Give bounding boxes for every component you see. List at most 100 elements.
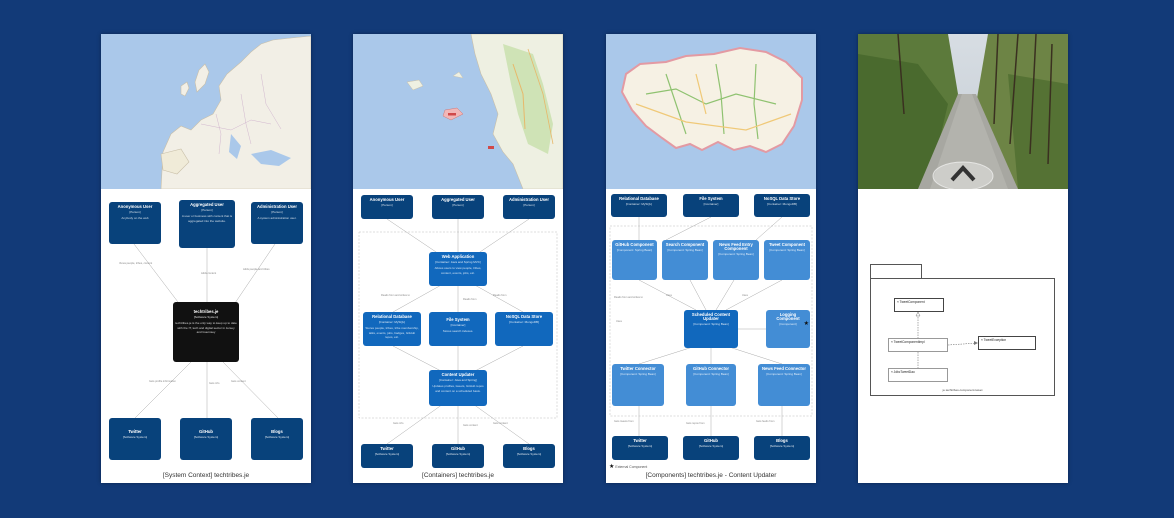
box-title: Twitter [380,446,394,451]
system-techtribes[interactable]: techtribes.je [Software System] techtrib… [173,302,239,362]
box-type: [Container: MySQL] [378,320,406,325]
box-title: NoSQL Data Store [763,196,801,201]
container-relational-database[interactable]: Relational Database [Container: MySQL] [611,194,667,217]
component-logging[interactable]: Logging Component [Component] ★ [766,310,810,348]
box-title: Relational Database [619,196,659,201]
component-news-feed-entry[interactable]: News Feed Entry Component [Component: Sp… [713,240,759,280]
system-twitter[interactable]: Twitter [Software System] [109,418,161,460]
box-type: [Component: Spring Bean] [693,372,729,377]
person-anonymous-user[interactable]: Anonymous User [Person] Anybody on the w… [109,202,161,244]
box-title: Blogs [776,438,788,443]
slide-caption: [Containers] techtribes.je [422,472,494,479]
box-type: [Software System] [374,452,400,457]
box-type: [Component: Spring Bean] [620,372,656,377]
svg-text:Gets info: Gets info [209,381,220,385]
legend-star-icon: ★ [609,464,615,470]
box-title: techtribes.je [193,309,219,314]
box-title: Web Application [441,254,475,259]
container-file-system[interactable]: File System [Container] [683,194,739,217]
box-desc: A user or business with content that is … [181,214,233,223]
person-administration-user[interactable]: Administration User [Person] [503,195,555,219]
box-title: News Feed Connector [762,366,806,371]
package-tab [870,264,922,278]
box-title: Twitter [128,429,142,434]
component-scheduled-content-updater[interactable]: Scheduled Content Updater [Component: Sp… [684,310,738,348]
system-blogs[interactable]: Blogs [Software System] [503,444,555,468]
legend: ★ External Component [609,463,647,470]
svg-text:Gets feeds from: Gets feeds from [756,419,774,423]
box-type: [Software System] [193,315,219,320]
box-title: GitHub [451,446,465,451]
slide-components[interactable]: Reads from and writes to Uses Uses Uses … [606,34,816,483]
box-type: [Software System] [516,452,542,457]
box-title: Blogs [523,446,535,451]
svg-text:Gets content: Gets content [493,421,508,425]
box-desc: Stores search indexes. [442,329,474,334]
person-anonymous-user[interactable]: Anonymous User [Person] [361,195,413,219]
box-title: Twitter [633,438,647,443]
uml-class-tweet-component-impl[interactable]: « TweetComponentImpl [888,338,948,352]
component-news-feed-connector[interactable]: News Feed Connector [Component: Spring B… [758,364,810,406]
box-type: [Person] [452,203,464,208]
map-channel-islands [353,34,563,189]
slide-code[interactable]: « TweetComponent « TweetComponentImpl « … [858,34,1068,483]
system-github[interactable]: GitHub [Software System] [180,418,232,460]
component-twitter-connector[interactable]: Twitter Connector [Component: Spring Bea… [612,364,664,406]
system-twitter[interactable]: Twitter [Software System] [612,436,668,460]
street-view-photo [858,34,1068,189]
box-desc: techtribes.je is the only way to keep up… [175,321,237,334]
uml-class-tweet-exception[interactable]: « TweetException [978,336,1036,350]
slide-caption: [System Context] techtribes.je [162,472,250,479]
svg-text:Reads from and writes to: Reads from and writes to [381,293,410,297]
map-europe [101,34,311,189]
container-file-system[interactable]: File System [Container] Stores search in… [429,312,487,346]
person-aggregated-user[interactable]: Aggregated User [Person] [432,195,484,219]
slide-caption: [Components] techtribes.je - Content Upd… [645,472,777,479]
system-github[interactable]: GitHub [Software System] [683,436,739,460]
container-content-updater[interactable]: Content Updater [Container: Java and Spr… [429,370,487,406]
uml-class-label: « TweetComponent [897,300,925,304]
component-github-connector[interactable]: GitHub Connector [Component: Spring Bean… [686,364,736,406]
box-title: News Feed Entry Component [719,242,753,252]
box-title: File System [446,317,470,322]
box-desc: Updates profiles, tweets, GitHub repos a… [432,384,484,393]
container-nosql-data-store[interactable]: NoSQL Data Store [Container: MongoDB] [495,312,553,346]
uml-class-label: « TweetComponentImpl [891,340,925,344]
slide-containers[interactable]: Reads from and writes to Reads from Read… [353,34,563,483]
svg-text:Adds content: Adds content [201,271,216,275]
person-aggregated-user[interactable]: Aggregated User [Person] A user or busin… [179,200,235,248]
box-title: Twitter Connector [620,366,656,371]
box-title: Search Component [665,242,705,247]
uml-class-tweet-component[interactable]: « TweetComponent [894,298,944,312]
svg-text:Uses: Uses [616,319,623,323]
box-type: [Component: Spring Bean] [667,248,703,253]
component-search[interactable]: Search Component [Component: Spring Bean… [662,240,708,280]
box-type: [Component: Spring Bean] [769,248,805,253]
component-github[interactable]: GitHub Component [Component: Spring Bean… [612,240,657,280]
box-type: [Component: Spring Bean] [766,372,802,377]
container-relational-database[interactable]: Relational Database [Container: MySQL] S… [363,312,421,346]
external-star-icon: ★ [803,321,809,327]
component-tweet[interactable]: Tweet Component [Component: Spring Bean] [764,240,810,280]
box-title: Aggregated User [190,202,224,207]
uml-class-jdbc-tweet-dao[interactable]: « JdbcTweetDao [888,368,948,382]
box-title: Anonymous User [117,204,153,209]
system-github[interactable]: GitHub [Software System] [432,444,484,468]
box-title: Aggregated User [441,197,475,202]
box-type: [Person] [129,210,141,215]
slide-system-context[interactable]: Views people, tribes, content Adds conte… [101,34,311,483]
svg-text:Views people, tribes, content: Views people, tribes, content [119,261,152,265]
system-twitter[interactable]: Twitter [Software System] [361,444,413,468]
box-desc: Allows users to view people, tribes, con… [434,266,482,275]
container-web-application[interactable]: Web Application [Container: Java and Spr… [429,252,487,286]
system-blogs[interactable]: Blogs [Software System] [251,418,303,460]
box-title: GitHub [199,429,213,434]
box-title: GitHub [704,438,718,443]
system-blogs[interactable]: Blogs [Software System] [754,436,810,460]
box-type: [Software System] [193,435,219,440]
box-type: [Container: Java and Spring] [438,378,478,383]
container-nosql-data-store[interactable]: NoSQL Data Store [Container: MongoDB] [754,194,810,217]
box-type: [Software System] [698,444,724,449]
person-administration-user[interactable]: Administration User [Person] A system ad… [251,202,303,244]
box-title: Logging Component [776,312,800,322]
